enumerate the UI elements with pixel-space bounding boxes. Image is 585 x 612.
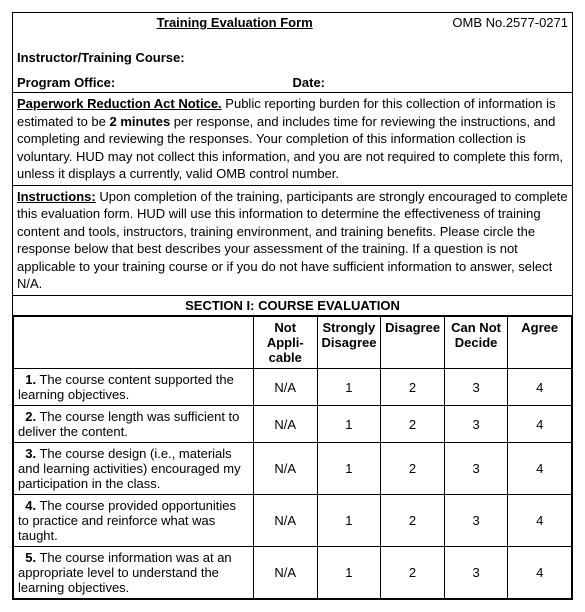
col-cnd: Can Not Decide	[444, 317, 508, 369]
scale-cell-d[interactable]: 2	[381, 443, 445, 495]
scale-cell-cnd[interactable]: 3	[444, 406, 508, 443]
scale-cell-cnd[interactable]: 3	[444, 443, 508, 495]
scale-cell-na[interactable]: N/A	[253, 443, 317, 495]
instructions-title: Instructions:	[17, 189, 96, 204]
scale-cell-a[interactable]: 4	[508, 495, 572, 547]
scale-cell-a[interactable]: 4	[508, 369, 572, 406]
scale-cell-cnd[interactable]: 3	[444, 495, 508, 547]
table-row: 2. The course length was sufficient to d…	[14, 406, 572, 443]
evaluation-table: Not Appli-cable Strongly Disagree Disagr…	[13, 316, 572, 599]
date-label: Date:	[293, 75, 569, 90]
col-sd: Strongly Disagree	[317, 317, 381, 369]
scale-cell-sd[interactable]: 1	[317, 547, 381, 599]
scale-cell-d[interactable]: 2	[381, 406, 445, 443]
blank-row	[13, 30, 572, 48]
header-row: Training Evaluation Form OMB No.2577-027…	[13, 13, 572, 30]
scale-cell-sd[interactable]: 1	[317, 443, 381, 495]
col-d: Disagree	[381, 317, 445, 369]
question-cell: 5. The course information was at an appr…	[14, 547, 254, 599]
question-cell: 3. The course design (i.e., materials an…	[14, 443, 254, 495]
item-number: 2.	[25, 409, 36, 424]
scale-cell-d[interactable]: 2	[381, 369, 445, 406]
col-question	[14, 317, 254, 369]
scale-cell-d[interactable]: 2	[381, 495, 445, 547]
instructions-body: Upon completion of the training, partici…	[17, 189, 568, 292]
col-na: Not Appli-cable	[253, 317, 317, 369]
scale-cell-cnd[interactable]: 3	[444, 547, 508, 599]
item-number: 1.	[25, 372, 36, 387]
col-a: Agree	[508, 317, 572, 369]
form-container: Training Evaluation Form OMB No.2577-027…	[12, 12, 573, 600]
scale-cell-a[interactable]: 4	[508, 547, 572, 599]
item-number: 5.	[25, 550, 36, 565]
item-number: 3.	[25, 446, 36, 461]
table-row: 5. The course information was at an appr…	[14, 547, 572, 599]
question-cell: 2. The course length was sufficient to d…	[14, 406, 254, 443]
scale-cell-sd[interactable]: 1	[317, 369, 381, 406]
table-header-row: Not Appli-cable Strongly Disagree Disagr…	[14, 317, 572, 369]
scale-cell-a[interactable]: 4	[508, 443, 572, 495]
instructions-block: Instructions: Upon completion of the tra…	[13, 186, 572, 296]
paperwork-notice: Paperwork Reduction Act Notice. Public r…	[13, 93, 572, 186]
paperwork-bold: 2 minutes	[110, 114, 171, 129]
section-1-heading: SECTION I: COURSE EVALUATION	[13, 296, 572, 316]
table-row: 1. The course content supported the lear…	[14, 369, 572, 406]
instructor-label: Instructor/Training Course:	[13, 48, 572, 67]
scale-cell-d[interactable]: 2	[381, 547, 445, 599]
scale-cell-cnd[interactable]: 3	[444, 369, 508, 406]
question-cell: 4. The course provided opportunities to …	[14, 495, 254, 547]
form-title: Training Evaluation Form	[17, 15, 452, 30]
item-number: 4.	[25, 498, 36, 513]
omb-number: OMB No.2577-0271	[452, 15, 568, 30]
program-date-row: Program Office: Date:	[13, 73, 572, 93]
scale-cell-na[interactable]: N/A	[253, 369, 317, 406]
question-cell: 1. The course content supported the lear…	[14, 369, 254, 406]
scale-cell-na[interactable]: N/A	[253, 406, 317, 443]
scale-cell-na[interactable]: N/A	[253, 547, 317, 599]
scale-cell-sd[interactable]: 1	[317, 495, 381, 547]
scale-cell-na[interactable]: N/A	[253, 495, 317, 547]
program-office-label: Program Office:	[17, 75, 293, 90]
paperwork-title: Paperwork Reduction Act Notice.	[17, 96, 222, 111]
table-row: 4. The course provided opportunities to …	[14, 495, 572, 547]
scale-cell-sd[interactable]: 1	[317, 406, 381, 443]
scale-cell-a[interactable]: 4	[508, 406, 572, 443]
table-row: 3. The course design (i.e., materials an…	[14, 443, 572, 495]
